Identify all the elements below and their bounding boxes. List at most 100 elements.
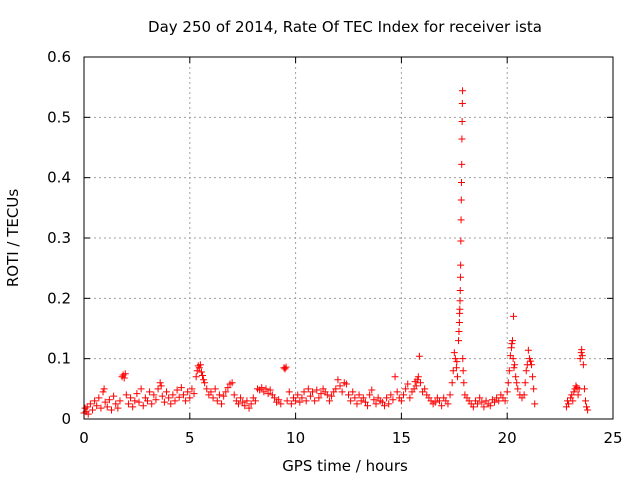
data-point	[99, 388, 107, 396]
data-point	[528, 361, 536, 369]
data-point	[349, 388, 357, 396]
data-point	[228, 379, 236, 387]
data-point	[154, 385, 162, 393]
data-point	[207, 388, 215, 396]
data-point	[459, 367, 467, 375]
data-point	[511, 361, 519, 369]
data-point	[451, 355, 459, 363]
data-point	[143, 397, 151, 405]
data-point	[103, 403, 111, 411]
data-point	[325, 397, 333, 405]
data-point	[309, 388, 317, 396]
data-point	[431, 398, 439, 406]
data-point	[581, 397, 589, 405]
data-point	[351, 394, 359, 402]
data-point	[452, 364, 460, 372]
y-tick-label: 0	[61, 410, 71, 428]
data-point	[510, 364, 518, 372]
data-point	[522, 367, 530, 375]
data-point	[531, 400, 539, 408]
data-point	[474, 400, 482, 408]
data-point	[435, 397, 443, 405]
data-point	[476, 394, 484, 402]
data-point	[457, 237, 465, 245]
y-tick-label: 0.2	[47, 289, 71, 307]
y-tick-label: 0.3	[47, 229, 71, 247]
data-point	[282, 363, 290, 371]
data-point	[456, 286, 464, 294]
data-point	[131, 397, 139, 405]
data-point	[211, 385, 219, 393]
data-point	[313, 386, 321, 394]
data-point	[584, 406, 592, 414]
data-point	[135, 398, 143, 406]
x-tick-label: 0	[79, 429, 89, 447]
data-point	[108, 406, 116, 414]
y-tick-label: 0.6	[47, 48, 71, 66]
data-point	[156, 379, 164, 387]
data-point	[421, 385, 429, 393]
data-point	[190, 390, 198, 398]
data-point	[195, 364, 203, 372]
data-point	[521, 379, 529, 387]
data-point	[97, 404, 105, 412]
data-point	[459, 355, 467, 363]
data-point	[359, 394, 367, 402]
data-point	[218, 400, 226, 408]
data-point	[578, 352, 586, 360]
data-point	[112, 400, 120, 408]
data-point	[245, 404, 253, 412]
data-point	[504, 379, 512, 387]
data-point	[393, 388, 401, 396]
data-point	[469, 403, 477, 411]
data-point	[446, 391, 454, 399]
data-point	[311, 397, 319, 405]
data-point	[580, 385, 588, 393]
data-point	[503, 388, 511, 396]
data-point	[306, 392, 314, 400]
data-point	[380, 402, 388, 410]
data-point	[150, 391, 158, 399]
chart-title: Day 250 of 2014, Rate Of TEC Index for r…	[148, 18, 542, 36]
data-point	[182, 397, 190, 405]
data-point	[283, 397, 291, 405]
data-point	[169, 391, 177, 399]
grid-lines	[84, 57, 613, 419]
data-point	[338, 388, 346, 396]
data-point	[88, 406, 96, 414]
x-axis-label: GPS time / hours	[282, 457, 408, 475]
data-point	[121, 370, 129, 378]
data-point	[389, 396, 397, 404]
data-point	[383, 394, 391, 402]
data-point	[317, 390, 325, 398]
data-point	[163, 388, 171, 396]
data-point	[294, 391, 302, 399]
data-point	[220, 392, 228, 400]
data-point	[95, 394, 103, 402]
data-point	[129, 403, 137, 411]
data-point	[300, 388, 308, 396]
data-point	[529, 373, 537, 381]
data-point	[122, 391, 130, 399]
data-point	[201, 379, 209, 387]
data-point	[101, 398, 109, 406]
data-point	[197, 368, 205, 376]
data-point	[347, 397, 355, 405]
data-point	[186, 394, 194, 402]
data-point	[84, 410, 92, 418]
data-point	[167, 400, 175, 408]
data-point	[509, 355, 517, 363]
data-point	[100, 385, 108, 393]
data-point	[569, 397, 577, 405]
data-point	[270, 394, 278, 402]
data-point	[323, 391, 331, 399]
data-point	[486, 402, 494, 410]
data-point	[86, 400, 94, 408]
data-point	[508, 340, 516, 348]
data-point	[336, 382, 344, 390]
data-point	[148, 400, 156, 408]
data-point	[285, 388, 293, 396]
data-point	[171, 397, 179, 405]
data-point	[332, 385, 340, 393]
